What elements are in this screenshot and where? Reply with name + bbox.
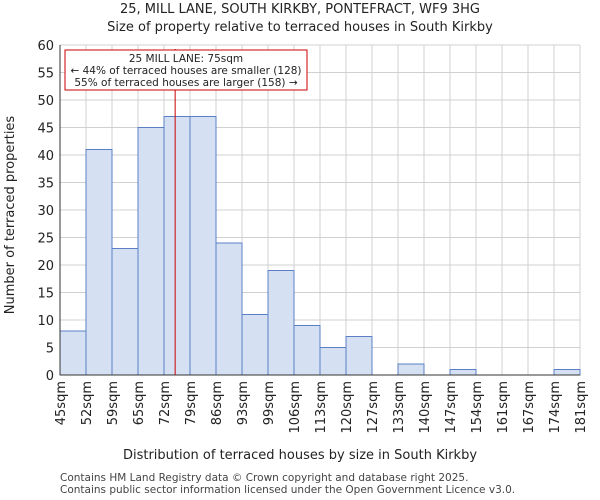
- x-tick-label: 59sqm: [106, 381, 121, 425]
- y-tick-label: 40: [37, 149, 54, 164]
- x-tick-labels: 45sqm 52sqm 59sqm 65sqm 72sqm 79sqm 86sqm 93sqm…: [54, 381, 589, 434]
- y-tick-label: 35: [37, 177, 54, 192]
- x-tick-label: 154sqm: [470, 381, 485, 434]
- footer-line1: Contains HM Land Registry data © Crown c…: [60, 472, 469, 484]
- annotation-box: 25 MILL LANE: 75sqm ← 44% of terraced ho…: [64, 49, 308, 91]
- histogram-bar: [59, 330, 87, 376]
- x-tick-label: 79sqm: [184, 381, 199, 425]
- y-tick-label: 15: [37, 287, 54, 302]
- x-tick-label: 120sqm: [340, 381, 355, 434]
- annotation-frame: [64, 49, 308, 91]
- histogram-bar: [137, 127, 165, 376]
- x-tick-label: 113sqm: [314, 381, 329, 434]
- histogram-bar: [111, 248, 139, 376]
- x-tick-label: 140sqm: [418, 381, 433, 434]
- histogram-bar: [345, 336, 373, 376]
- x-tick-label: 174sqm: [548, 381, 563, 434]
- y-tick-labels: 0 5 10 15 20 25 30 35 40 45 50 55 60: [37, 39, 54, 384]
- histogram-bar: [267, 270, 295, 376]
- bars: [59, 116, 581, 376]
- x-axis-label: Distribution of terraced houses by size …: [123, 448, 477, 463]
- x-tick-label: 52sqm: [80, 381, 95, 425]
- y-tick-label: 25: [37, 232, 54, 247]
- y-tick-label: 45: [37, 122, 54, 137]
- x-tick-label: 86sqm: [210, 381, 225, 425]
- x-tick-label: 161sqm: [496, 381, 511, 434]
- y-tick-label: 5: [46, 342, 54, 357]
- annotation-line3: 55% of terraced houses are larger (158) …: [74, 77, 297, 89]
- annotation-line1: 25 MILL LANE: 75sqm: [129, 53, 243, 65]
- y-tick-label: 60: [37, 39, 54, 54]
- y-tick-label: 20: [37, 259, 54, 274]
- x-tick-label: 133sqm: [392, 381, 407, 434]
- y-tick-label: 50: [37, 94, 54, 109]
- histogram-bar: [449, 369, 477, 376]
- axes: [59, 45, 580, 376]
- x-tick-label: 127sqm: [366, 381, 381, 434]
- y-axis-label: Number of terraced properties: [3, 116, 18, 315]
- x-tick-label: 167sqm: [522, 381, 537, 434]
- histogram-bar: [85, 149, 113, 376]
- histogram-bar: [319, 347, 347, 376]
- x-tick-label: 45sqm: [54, 381, 69, 425]
- x-tick-label: 65sqm: [132, 381, 147, 425]
- annotation-line2: ← 44% of terraced houses are smaller (12…: [70, 65, 301, 77]
- x-tick-label: 93sqm: [236, 381, 251, 425]
- x-tick-label: 106sqm: [288, 381, 303, 434]
- histogram-bar: [189, 116, 217, 376]
- histogram-bar: [241, 314, 269, 376]
- x-tick-label: 99sqm: [262, 381, 277, 425]
- chart-title-line1: 25, MILL LANE, SOUTH KIRKBY, PONTEFRACT,…: [120, 2, 480, 17]
- y-tick-label: 10: [37, 314, 54, 329]
- y-tick-label: 30: [37, 204, 54, 219]
- histogram-bar: [215, 242, 243, 376]
- y-tick-label: 55: [37, 67, 54, 82]
- x-tick-label: 72sqm: [158, 381, 173, 425]
- histogram-bar: [397, 363, 425, 376]
- footer-line2: Contains public sector information licen…: [60, 484, 516, 496]
- histogram-bar: [293, 325, 321, 376]
- histogram-bar: [553, 369, 581, 376]
- x-tick-label: 181sqm: [574, 381, 589, 434]
- y-tick-label: 0: [46, 369, 54, 384]
- histogram-bar: [163, 116, 191, 376]
- x-tick-label: 147sqm: [444, 381, 459, 434]
- chart-title-line2: Size of property relative to terraced ho…: [107, 20, 493, 35]
